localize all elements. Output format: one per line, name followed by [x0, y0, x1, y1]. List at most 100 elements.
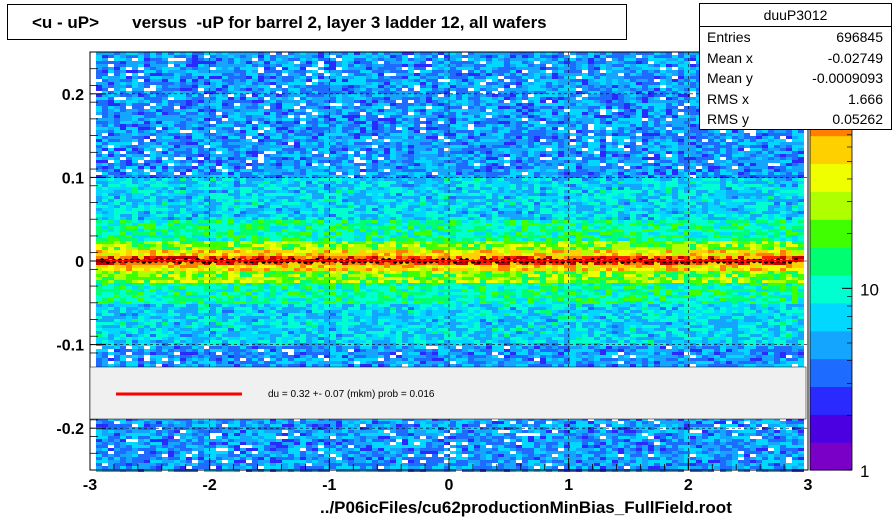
heatmap-cell	[144, 133, 150, 136]
heatmap-cell	[168, 160, 174, 163]
heatmap-cell	[480, 118, 486, 121]
heatmap-cell	[114, 52, 120, 55]
heatmap-cell	[474, 79, 480, 82]
heatmap-cell	[192, 82, 198, 85]
heatmap-cell	[234, 76, 240, 79]
heatmap-cell	[696, 154, 702, 157]
heatmap-cell	[684, 172, 690, 175]
heatmap-cell	[204, 124, 210, 127]
heatmap-cell	[402, 148, 408, 151]
heatmap-cell	[246, 115, 252, 118]
heatmap-cell	[450, 94, 456, 97]
heatmap-cell	[450, 67, 456, 70]
heatmap-cell	[768, 130, 774, 133]
heatmap-cell	[738, 178, 744, 181]
heatmap-cell	[366, 67, 372, 70]
heatmap-cell	[426, 181, 432, 184]
heatmap-cell	[684, 127, 690, 130]
heatmap-cell	[768, 157, 774, 160]
heatmap-cell	[342, 166, 348, 169]
heatmap-cell	[732, 148, 738, 151]
heatmap-cell	[174, 124, 180, 127]
heatmap-cell	[210, 181, 216, 184]
heatmap-cell	[240, 160, 246, 163]
heatmap-cell	[570, 64, 576, 67]
heatmap-cell	[672, 178, 678, 181]
heatmap-cell	[204, 121, 210, 124]
heatmap-cell	[546, 166, 552, 169]
heatmap-cell	[492, 139, 498, 142]
heatmap-cell	[576, 85, 582, 88]
heatmap-cell	[648, 97, 654, 100]
heatmap-cell	[120, 112, 126, 115]
heatmap-cell	[252, 100, 258, 103]
heatmap-cell	[672, 79, 678, 82]
heatmap-cell	[300, 127, 306, 130]
heatmap-cell	[102, 154, 108, 157]
heatmap-cell	[570, 157, 576, 160]
heatmap-cell	[654, 172, 660, 175]
heatmap-cell	[576, 136, 582, 139]
heatmap-cell	[534, 109, 540, 112]
heatmap-cell	[690, 145, 696, 148]
heatmap-cell	[468, 139, 474, 142]
heatmap-cell	[234, 133, 240, 136]
heatmap-cell	[276, 178, 282, 181]
heatmap-cell	[270, 160, 276, 163]
heatmap-cell	[624, 85, 630, 88]
heatmap-cell	[624, 52, 630, 55]
heatmap-cell	[336, 160, 342, 163]
heatmap-cell	[144, 100, 150, 103]
heatmap-cell	[252, 52, 258, 55]
heatmap-cell	[234, 130, 240, 133]
heatmap-cell	[540, 163, 546, 166]
heatmap-cell	[474, 97, 480, 100]
heatmap-cell	[324, 100, 330, 103]
heatmap-cell	[396, 154, 402, 157]
heatmap-cell	[228, 148, 234, 151]
heatmap-cell	[432, 73, 438, 76]
heatmap-cell	[528, 61, 534, 64]
heatmap-cell	[504, 91, 510, 94]
heatmap-cell	[102, 115, 108, 118]
heatmap-cell	[114, 112, 120, 115]
heatmap-cell	[474, 169, 480, 172]
heatmap-cell	[624, 142, 630, 145]
heatmap-cell	[648, 67, 654, 70]
heatmap-cell	[792, 163, 798, 166]
heatmap-cell	[312, 175, 318, 178]
heatmap-cell	[624, 136, 630, 139]
heatmap-cell	[240, 184, 246, 187]
heatmap-cell	[684, 67, 690, 70]
heatmap-cell	[102, 127, 108, 130]
heatmap-cell	[708, 133, 714, 136]
heatmap-cell	[744, 133, 750, 136]
heatmap-cell	[120, 61, 126, 64]
heatmap-cell	[534, 121, 540, 124]
heatmap-cell	[450, 184, 456, 187]
heatmap-cell	[516, 154, 522, 157]
heatmap-cell	[132, 100, 138, 103]
heatmap-cell	[396, 175, 402, 178]
heatmap-cell	[402, 58, 408, 61]
heatmap-cell	[390, 172, 396, 175]
heatmap-cell	[150, 154, 156, 157]
heatmap-cell	[414, 118, 420, 121]
heatmap-cell	[708, 157, 714, 160]
heatmap-cell	[210, 85, 216, 88]
heatmap-cell	[180, 142, 186, 145]
heatmap-cell	[414, 97, 420, 100]
heatmap-cell	[708, 172, 714, 175]
heatmap-cell	[582, 181, 588, 184]
heatmap-cell	[276, 160, 282, 163]
heatmap-cell	[660, 94, 666, 97]
heatmap-cell	[666, 100, 672, 103]
heatmap-cell	[132, 97, 138, 100]
heatmap-cell	[492, 85, 498, 88]
heatmap-cell	[606, 175, 612, 178]
heatmap-cell	[576, 61, 582, 64]
heatmap-cell	[564, 169, 570, 172]
heatmap-cell	[444, 142, 450, 145]
heatmap-cell	[300, 97, 306, 100]
heatmap-cell	[330, 139, 336, 142]
